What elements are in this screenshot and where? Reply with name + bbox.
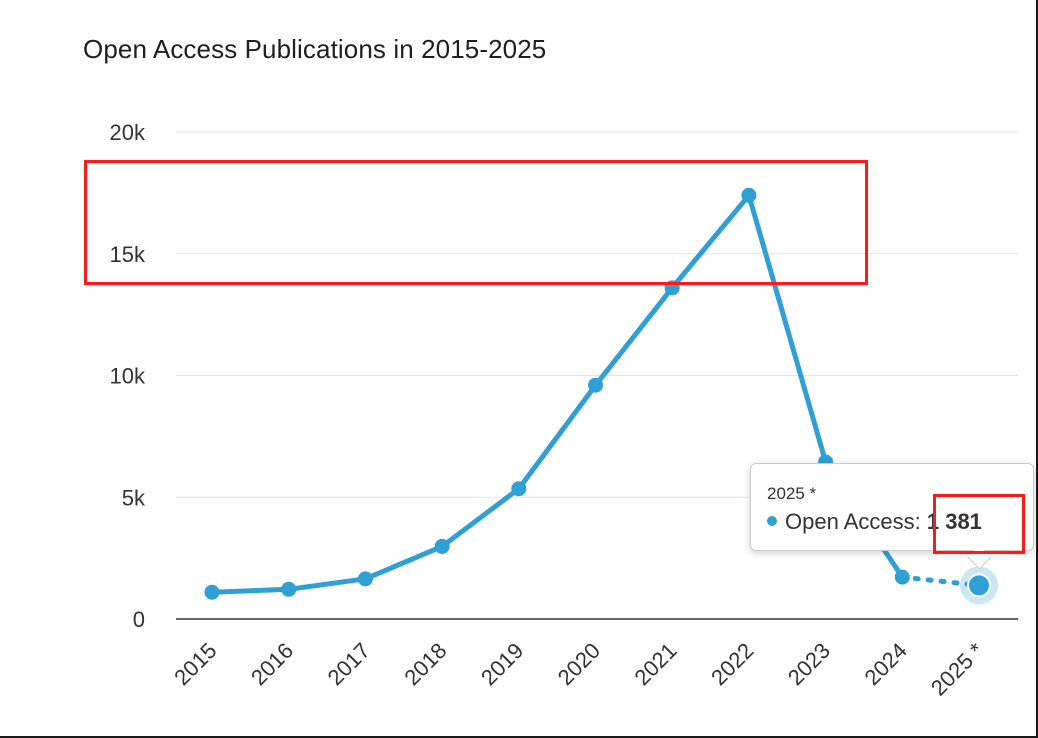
x-tick-label: 2018 <box>399 638 451 690</box>
series-line <box>209 192 905 595</box>
series-line-projected <box>899 574 982 588</box>
x-tick-label: 2016 <box>246 638 298 690</box>
highlight-box-peak-region <box>84 160 868 285</box>
y-tick-label: 20k <box>110 120 146 145</box>
series-dot-icon <box>767 516 777 526</box>
x-tick-label: 2020 <box>553 638 605 690</box>
x-tick-label: 2017 <box>323 638 375 690</box>
data-point <box>588 377 603 393</box>
data-point <box>357 571 373 587</box>
tooltip-value: 1 381 <box>926 509 982 534</box>
y-tick-label: 5k <box>122 485 146 510</box>
data-point <box>204 584 220 600</box>
x-tick-label: 2021 <box>629 638 681 690</box>
data-tooltip: 2025 * Open Access: 1 381 <box>750 463 1034 551</box>
y-axis-ticks: 0 5k 10k 15k 20k <box>110 120 146 632</box>
tooltip-row: Open Access: 1 381 <box>767 509 982 535</box>
x-tick-label: 2015 <box>169 638 221 690</box>
x-tick-label: 2022 <box>706 638 758 690</box>
y-tick-label: 0 <box>133 607 145 632</box>
y-tick-label: 15k <box>110 242 146 267</box>
x-tick-label: 2024 <box>860 638 912 690</box>
x-tick-label: 2019 <box>476 638 528 690</box>
tooltip-series-label: Open Access: <box>785 509 927 534</box>
highlight-box-tooltip-value <box>933 494 1025 554</box>
data-point <box>511 481 527 497</box>
x-tick-label: 2025 * <box>926 638 989 701</box>
x-axis-ticks: 2015 2016 2017 2018 2019 2020 2021 2022 2023 2024… <box>169 638 989 701</box>
data-point <box>281 581 297 597</box>
data-point <box>434 538 450 554</box>
series-lines <box>209 192 982 595</box>
data-point <box>894 569 910 585</box>
data-point <box>741 187 757 203</box>
y-tick-label: 10k <box>110 364 146 389</box>
tooltip-header: 2025 * <box>767 484 817 503</box>
chart-title: Open Access Publications in 2015-2025 <box>83 34 547 64</box>
data-point-active <box>967 573 991 598</box>
x-tick-label: 2023 <box>783 638 835 690</box>
